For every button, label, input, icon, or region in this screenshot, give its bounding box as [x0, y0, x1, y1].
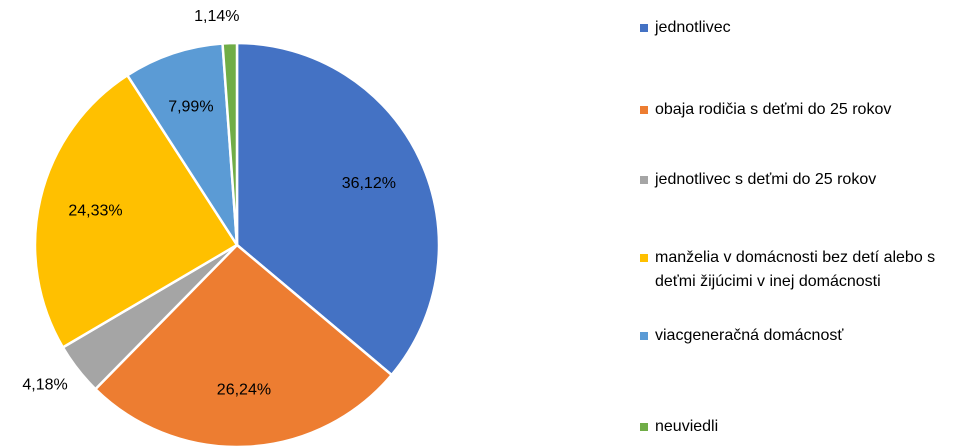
legend-swatch: [640, 423, 648, 431]
pie-slice: [93, 243, 394, 446]
legend-label: obaja rodičia s deťmi do 25 rokov: [655, 101, 892, 118]
legend-label: jednotlivec: [655, 19, 731, 36]
legend-swatch: [640, 176, 648, 184]
legend-label: jednotlivec s deťmi do 25 rokov: [655, 171, 877, 188]
legend-item: obaja rodičia s deťmi do 25 rokov: [640, 98, 955, 122]
legend-item: jednotlivec s deťmi do 25 rokov: [640, 168, 955, 192]
legend-swatch: [640, 332, 648, 340]
legend-label: neuviedli: [655, 418, 719, 435]
pie-slice: [235, 41, 441, 377]
legend-item: jednotlivec: [640, 16, 955, 40]
legend-item: viacgeneračná domácnosť: [640, 324, 955, 348]
data-label: 36,12%: [342, 175, 396, 192]
legend-swatch: [640, 254, 648, 262]
legend-swatch: [640, 106, 648, 114]
pie-slice: [221, 41, 239, 246]
legend-item: manželia v domácnosti bez detí alebo s d…: [640, 246, 955, 294]
legend-label: manželia v domácnosti bez detí alebo s d…: [655, 249, 936, 290]
data-label: 7,99%: [168, 98, 213, 115]
pie-slice: [33, 73, 239, 350]
data-label: 1,14%: [194, 8, 239, 25]
data-label: 24,33%: [68, 203, 122, 220]
legend-label: viacgeneračná domácnosť: [655, 327, 844, 344]
data-label: 26,24%: [217, 381, 271, 398]
pie-chart: 36,12% 26,24% 4,18% 24,33% 7,99% 1,14%: [22, 8, 441, 446]
data-label: 4,18%: [22, 377, 67, 394]
legend-item: neuviedli: [640, 415, 955, 439]
pie-slice: [125, 42, 239, 246]
legend-swatch: [640, 24, 648, 32]
